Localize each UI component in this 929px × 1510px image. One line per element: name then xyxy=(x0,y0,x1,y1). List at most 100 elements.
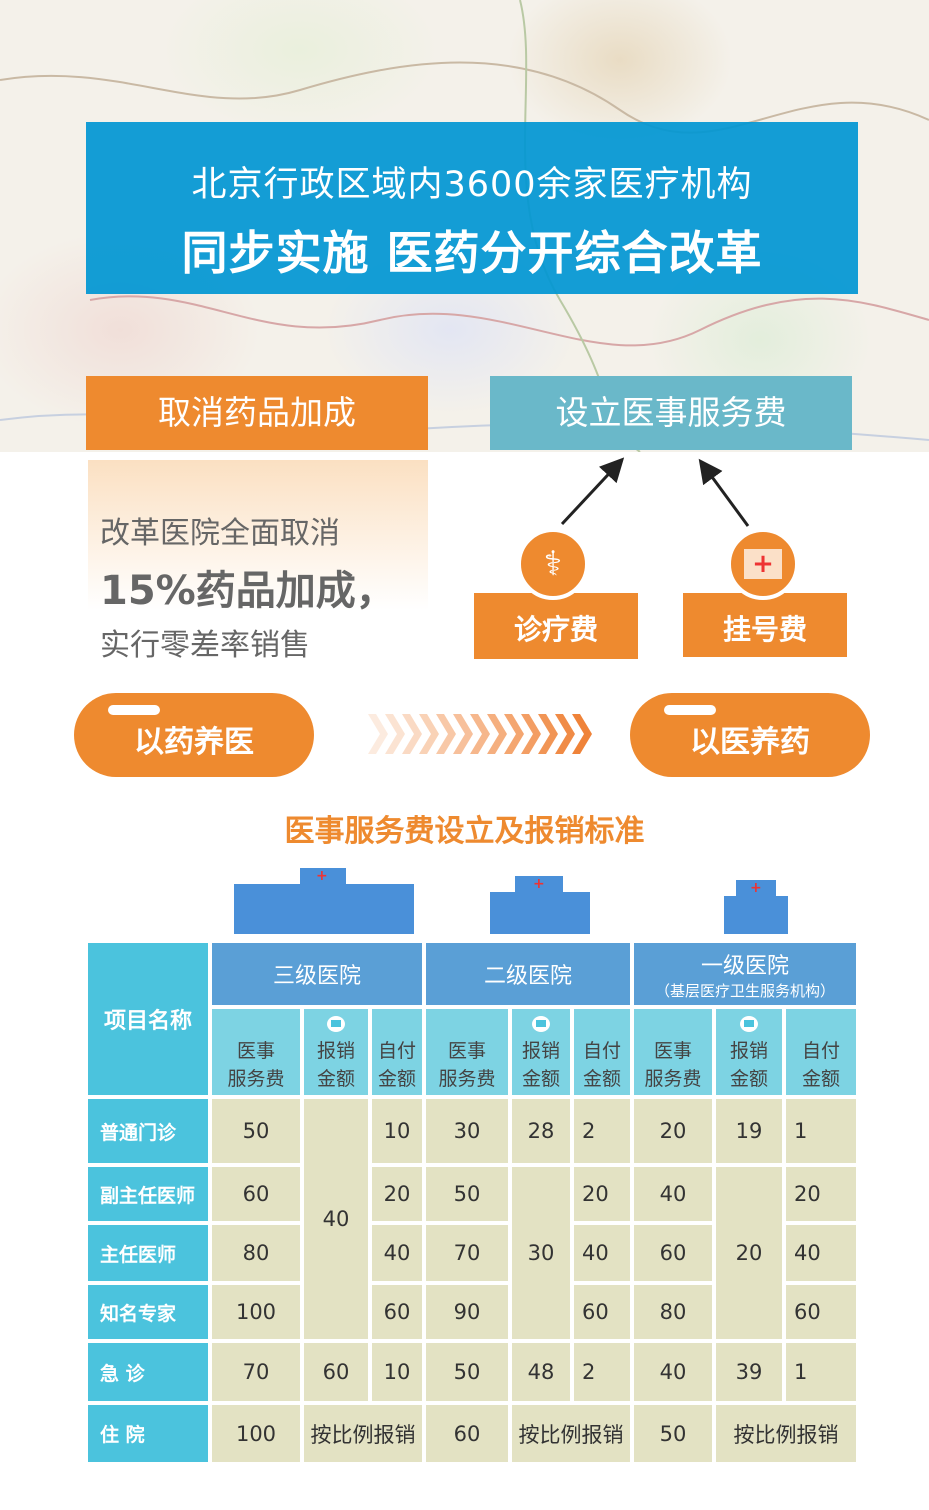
desc-panel xyxy=(88,460,428,610)
table-cell: 40 xyxy=(786,1225,856,1281)
table-row: 急 诊 70 60 10 50 48 2 40 39 1 xyxy=(88,1343,856,1401)
chevron-icon xyxy=(572,714,592,754)
desc-line1: 改革医院全面取消 xyxy=(100,516,340,551)
chevron-icon xyxy=(436,714,456,754)
table-cell: 按比例报销 xyxy=(716,1405,856,1462)
table-cell: 20 xyxy=(634,1099,712,1163)
desc-line2: 15%药品加成， xyxy=(100,568,396,614)
table-cell: 28 xyxy=(512,1099,570,1163)
table-cell: 2 xyxy=(574,1343,630,1401)
table-row: 知名专家 100 60 90 60 80 60 xyxy=(88,1285,856,1339)
row-label: 知名专家 xyxy=(88,1285,208,1339)
new-model-label: 以医养药 xyxy=(690,725,810,760)
table-cell: 20 xyxy=(372,1167,422,1221)
chevron-icon xyxy=(453,714,473,754)
chevron-icon xyxy=(419,714,439,754)
chevron-arrows-icon xyxy=(368,714,592,754)
tier1-sub: （基层医疗卫生服务机构） xyxy=(654,981,835,1000)
tier2-header: 二级医院 xyxy=(426,943,630,1005)
table-cell: 2 xyxy=(574,1099,630,1163)
self-pay-header: 自付 金额 xyxy=(574,1009,630,1095)
table-cell: 按比例报销 xyxy=(304,1405,422,1462)
table-cell: 1 xyxy=(786,1343,856,1401)
tier1-name: 一级医院 xyxy=(700,953,789,979)
table-title: 医事服务费设立及报销标准 xyxy=(284,814,645,849)
fee-header: 医事 服务费 xyxy=(634,1009,712,1095)
old-model-pill: 以药养医 xyxy=(74,693,314,777)
chevron-icon xyxy=(385,714,405,754)
chevron-icon xyxy=(538,714,558,754)
chevron-icon xyxy=(470,714,490,754)
table-cell: 60 xyxy=(634,1225,712,1281)
chevron-icon xyxy=(555,714,575,754)
desc-line3: 实行零差率销售 xyxy=(100,628,310,663)
table-cell: 80 xyxy=(212,1225,300,1281)
table-cell: 40 xyxy=(372,1225,422,1281)
table-row: 住 院 100 按比例报销 60 按比例报销 50 按比例报销 xyxy=(88,1405,856,1462)
table-cell: 50 xyxy=(426,1343,508,1401)
table-cell: 60 xyxy=(426,1405,508,1462)
headline-line1: 北京行政区域内3600余家医疗机构 xyxy=(191,165,753,205)
table-cell: 40 xyxy=(574,1225,630,1281)
chevron-icon xyxy=(402,714,422,754)
insurance-card-icon xyxy=(327,1015,345,1032)
table-cell: 10 xyxy=(372,1343,422,1401)
table-cell: 按比例报销 xyxy=(512,1405,630,1462)
table-cell: 60 xyxy=(786,1285,856,1339)
table-row: 主任医师 80 40 70 40 60 40 xyxy=(88,1225,856,1281)
insurance-card-icon xyxy=(740,1015,758,1032)
table-cell: 70 xyxy=(212,1343,300,1401)
fee-header: 医事 服务费 xyxy=(212,1009,300,1095)
table-cell: 70 xyxy=(426,1225,508,1281)
table-cell: 80 xyxy=(634,1285,712,1339)
old-model-label: 以药养医 xyxy=(134,725,254,760)
table-cell: 40 xyxy=(634,1167,712,1221)
table-cell: 20 xyxy=(786,1167,856,1221)
self-pay-header: 自付 金额 xyxy=(786,1009,856,1095)
chevron-icon xyxy=(521,714,541,754)
row-label: 急 诊 xyxy=(88,1343,208,1401)
svg-text:+: + xyxy=(533,876,545,892)
table-cell: 100 xyxy=(212,1285,300,1339)
reimburse-header: 报销 金额 xyxy=(716,1009,782,1095)
chevron-icon xyxy=(487,714,507,754)
headline-line2: 同步实施 医药分开综合改革 xyxy=(181,226,763,280)
arrow-icons xyxy=(560,457,750,527)
table-cell: 39 xyxy=(716,1343,782,1401)
tier3-header: 三级医院 xyxy=(212,943,422,1005)
item-name-header: 项目名称 xyxy=(88,943,208,1095)
cancel-markup-box: 取消药品加成 xyxy=(86,376,428,450)
headline-banner: 北京行政区域内3600余家医疗机构 同步实施 医药分开综合改革 xyxy=(86,122,858,294)
self-pay-header: 自付 金额 xyxy=(372,1009,422,1095)
row-label: 住 院 xyxy=(88,1405,208,1462)
table-cell: 60 xyxy=(212,1167,300,1221)
table-cell: 10 xyxy=(372,1099,422,1163)
arrow-up-left-icon xyxy=(698,458,750,527)
table-cell: 1 xyxy=(786,1099,856,1163)
hospital-icons: + + + xyxy=(234,868,788,934)
tier1-header: 一级医院 （基层医疗卫生服务机构） xyxy=(634,943,856,1005)
service-fee-box: 设立医事服务费 xyxy=(490,376,852,450)
table-cell: 30 xyxy=(426,1099,508,1163)
row-label: 副主任医师 xyxy=(88,1167,208,1221)
table-cell: 40 xyxy=(304,1099,368,1339)
table-cell: 90 xyxy=(426,1285,508,1339)
table-cell: 20 xyxy=(574,1167,630,1221)
reimburse-header: 报销 金额 xyxy=(304,1009,368,1095)
table-cell: 60 xyxy=(304,1343,368,1401)
table-cell: 20 xyxy=(716,1167,782,1339)
row-label: 主任医师 xyxy=(88,1225,208,1281)
registration-fee-box: 挂号费 xyxy=(683,593,847,657)
reimburse-header: 报销 金额 xyxy=(512,1009,570,1095)
doctor-icon: ⚕ xyxy=(517,528,589,600)
table-row: 普通门诊 50 40 10 30 28 2 20 19 1 xyxy=(88,1099,856,1339)
new-model-pill: 以医养药 xyxy=(630,693,870,777)
table-cell: 60 xyxy=(372,1285,422,1339)
insurance-card-icon xyxy=(532,1015,550,1032)
diagnosis-fee-box: 诊疗费 xyxy=(474,593,638,659)
table-cell: 60 xyxy=(574,1285,630,1339)
table-cell: 50 xyxy=(212,1099,300,1163)
arrow-up-right-icon xyxy=(560,457,625,526)
table-cell: 30 xyxy=(512,1167,570,1339)
table-cell: 50 xyxy=(426,1167,508,1221)
